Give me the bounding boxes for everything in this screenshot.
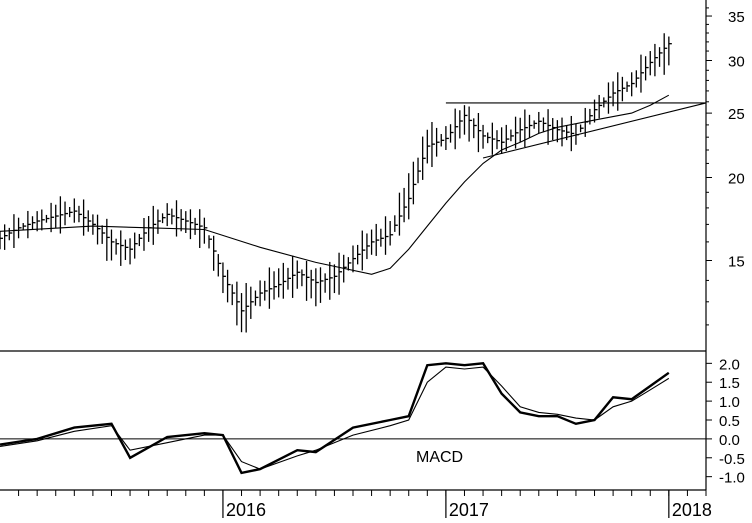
price-y-tick-label: 20 — [728, 171, 745, 188]
macd-label: MACD — [416, 449, 463, 466]
x-year-label: 2018 — [672, 500, 712, 518]
macd-y-tick-label: 0.0 — [719, 432, 740, 449]
x-axis: 2016 2017 2018 — [0, 489, 712, 520]
x-year-label: 2016 — [226, 500, 266, 518]
price-y-tick-label: 25 — [728, 106, 745, 123]
price-y-tick-label: 15 — [728, 254, 745, 271]
macd-panel: 2.0 1.5 1.0 0.5 0.0 -0.5 -1.0 MACD — [0, 356, 745, 487]
price-y-tick-label: 35 — [728, 9, 745, 26]
trend-line — [482, 102, 707, 159]
macd-line — [0, 362, 670, 475]
macd-signal-line — [0, 366, 670, 470]
moving-average-line — [0, 94, 670, 275]
macd-y-tick-label: -1.0 — [719, 470, 745, 487]
x-year-label: 2017 — [449, 500, 489, 518]
macd-y-tick-label: 1.0 — [719, 394, 740, 411]
macd-y-tick-label: 0.5 — [719, 413, 740, 430]
macd-y-tick-label: 1.5 — [719, 375, 740, 392]
price-panel: 15 20 25 30 35 — [0, 0, 745, 490]
macd-y-tick-label: 2.0 — [719, 356, 740, 373]
macd-y-tick-label: -0.5 — [719, 451, 745, 468]
price-y-tick-label: 30 — [728, 54, 745, 71]
